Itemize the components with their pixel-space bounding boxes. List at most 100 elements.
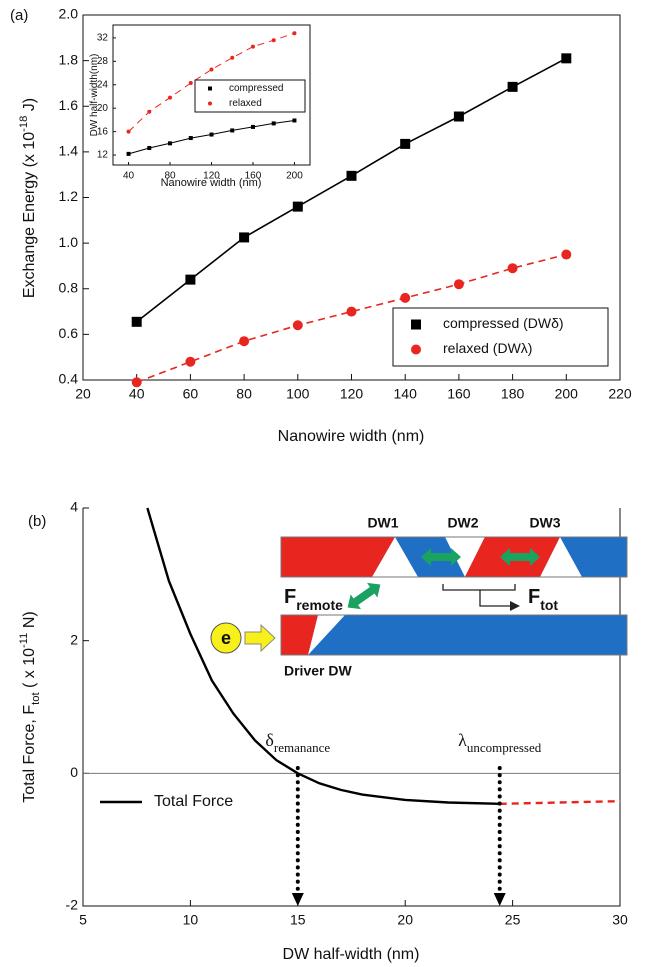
y-tick-label: 1.0 bbox=[59, 234, 79, 250]
point bbox=[209, 67, 214, 72]
panel-label: (b) bbox=[28, 513, 46, 530]
y-tick-label: 12 bbox=[97, 150, 109, 161]
point bbox=[131, 316, 142, 327]
x-tick-label: 30 bbox=[612, 911, 628, 927]
double-arrow bbox=[500, 548, 540, 566]
domain-wall-diagram: e DW1 DW2 DW3 Fremote Ftot Driver DW bbox=[210, 515, 628, 679]
y-axis-label: DW half-width(nm) bbox=[89, 54, 100, 137]
point bbox=[292, 320, 303, 331]
legend-marker bbox=[411, 319, 421, 330]
plot-frame bbox=[82, 508, 621, 907]
x-tick-label: 120 bbox=[340, 385, 364, 401]
y-tick-label: 1.6 bbox=[59, 97, 79, 113]
electron-arrow bbox=[244, 623, 276, 653]
red-domain bbox=[281, 537, 395, 577]
legend-label: relaxed bbox=[229, 98, 262, 109]
f-subscript: remote bbox=[296, 597, 343, 613]
point bbox=[400, 138, 411, 149]
electron-label: e bbox=[221, 628, 231, 648]
point bbox=[230, 55, 235, 60]
dw-label: DW1 bbox=[367, 515, 398, 531]
marker-arrow-head bbox=[493, 893, 506, 906]
x-tick-label: 20 bbox=[397, 911, 413, 927]
x-axis-label: Nanowire width (nm) bbox=[161, 177, 262, 189]
x-tick-label: 5 bbox=[79, 911, 87, 927]
red-domain bbox=[281, 615, 318, 655]
legend-label: Total Force bbox=[154, 793, 233, 810]
point bbox=[400, 292, 411, 303]
red-domain bbox=[465, 537, 505, 577]
double-arrow bbox=[421, 548, 461, 566]
point bbox=[507, 81, 518, 92]
wall-dw3 bbox=[540, 537, 582, 577]
point bbox=[453, 111, 464, 122]
y-axis-label-part: -18 bbox=[18, 116, 30, 132]
legend-marker bbox=[411, 344, 421, 355]
x-tick-label: 60 bbox=[183, 385, 199, 401]
y-axis-label-part: J) bbox=[21, 98, 38, 116]
x-tick-label: 15 bbox=[290, 911, 306, 927]
y-tick-label: 0 bbox=[70, 764, 78, 780]
marker-label: δremanance bbox=[265, 730, 330, 755]
point bbox=[561, 249, 572, 260]
point bbox=[271, 121, 276, 126]
point bbox=[292, 201, 303, 212]
point bbox=[453, 279, 464, 290]
y-axis-label-part: Total Force, F bbox=[21, 705, 38, 803]
y-tick-label: 2.0 bbox=[59, 6, 79, 22]
point bbox=[131, 377, 142, 388]
y-axis-label-part: tot bbox=[30, 692, 42, 705]
marker-symbol: λ bbox=[458, 730, 467, 750]
point bbox=[561, 53, 572, 64]
x-tick-label: 40 bbox=[123, 171, 135, 182]
x-tick-label: 25 bbox=[505, 911, 521, 927]
arrow-head bbox=[510, 601, 520, 611]
x-tick-label: 100 bbox=[286, 385, 310, 401]
double-arrow bbox=[347, 582, 381, 610]
point bbox=[292, 31, 297, 36]
marker-symbol: δ bbox=[265, 730, 273, 750]
x-tick-label: 160 bbox=[447, 385, 471, 401]
f-remote-label: Fremote bbox=[284, 586, 343, 612]
y-tick-label: 0.6 bbox=[59, 325, 79, 341]
x-tick-label: 80 bbox=[164, 171, 176, 182]
point bbox=[239, 336, 250, 347]
series-line bbox=[136, 253, 567, 384]
x-tick-label: 140 bbox=[394, 385, 418, 401]
legend-label: relaxed (DWλ) bbox=[443, 340, 532, 356]
point bbox=[346, 306, 357, 317]
series-line bbox=[499, 800, 621, 805]
x-tick-label: 120 bbox=[203, 171, 220, 182]
point bbox=[188, 80, 193, 85]
point bbox=[147, 146, 152, 151]
marker-arrow-head bbox=[291, 893, 304, 906]
point bbox=[507, 263, 518, 274]
y-axis-label-part: -11 bbox=[18, 633, 30, 648]
point bbox=[271, 38, 276, 43]
y-axis-label-part: Exchange Energy (x 10 bbox=[21, 132, 38, 298]
y-axis-label-part: N) bbox=[21, 611, 38, 632]
marker-subscript: remanance bbox=[274, 740, 331, 755]
series-line bbox=[146, 507, 500, 805]
wall-dw2 bbox=[445, 537, 485, 577]
panel-label: (a) bbox=[10, 7, 28, 24]
x-tick-label: 40 bbox=[129, 385, 145, 401]
y-tick-label: 24 bbox=[97, 79, 109, 90]
x-axis-label: Nanowire width (nm) bbox=[278, 428, 425, 445]
point bbox=[168, 95, 173, 100]
point bbox=[250, 124, 255, 129]
y-tick-label: 0.8 bbox=[59, 279, 79, 295]
f-symbol: F bbox=[284, 586, 296, 608]
y-tick-label: 16 bbox=[97, 126, 109, 137]
y-tick-label: 2 bbox=[70, 631, 78, 647]
y-tick-label: 0.4 bbox=[59, 371, 79, 387]
legend-label: compressed bbox=[229, 83, 283, 94]
legend-box bbox=[392, 307, 609, 367]
dw-label: DW2 bbox=[447, 515, 478, 531]
driver-label: Driver DW bbox=[284, 663, 352, 679]
f-symbol: F bbox=[528, 586, 540, 608]
x-tick-label: 200 bbox=[555, 385, 579, 401]
y-tick-label: 4 bbox=[70, 499, 78, 515]
